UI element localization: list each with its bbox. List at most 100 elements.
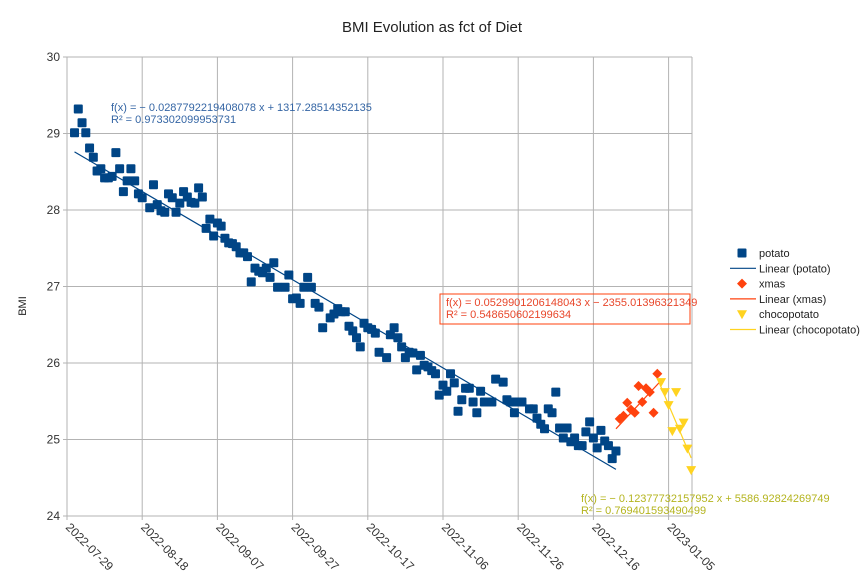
potato-point bbox=[352, 333, 362, 343]
y-tick-label: 30 bbox=[47, 50, 61, 64]
potato-point bbox=[570, 433, 580, 443]
y-tick-label: 25 bbox=[47, 433, 61, 447]
potato-point bbox=[303, 272, 313, 282]
potato-point bbox=[137, 193, 147, 203]
chocopotato-point bbox=[656, 378, 667, 388]
potato-point bbox=[265, 272, 275, 282]
x-tick-label: 2022-11-26 bbox=[514, 520, 567, 573]
chocopotato-point bbox=[667, 427, 678, 437]
potato-point bbox=[209, 231, 219, 241]
chocopotato-point bbox=[686, 466, 697, 476]
potato-point bbox=[540, 424, 550, 434]
legend-label: Linear (chocopotato) bbox=[759, 325, 860, 337]
potato-point bbox=[464, 383, 474, 393]
legend-xmas-diamond-icon bbox=[737, 278, 747, 289]
xmas-point bbox=[633, 380, 644, 391]
potato-point bbox=[374, 347, 384, 357]
legend-chocopotato-triangle-down-icon bbox=[737, 310, 747, 320]
chocopotato-point bbox=[671, 388, 682, 398]
potato-r2: R² = 0.973302099953731 bbox=[111, 114, 236, 126]
potato-point bbox=[472, 408, 482, 418]
potato-point bbox=[122, 176, 132, 186]
chocopotato-r2: R² = 0.769401593490499 bbox=[581, 505, 706, 517]
legend-label: Linear (potato) bbox=[759, 263, 831, 275]
potato-point bbox=[216, 221, 226, 231]
potato-point bbox=[449, 378, 459, 388]
potato-point bbox=[81, 128, 91, 138]
potato-point bbox=[115, 164, 125, 174]
xmas-equation: f(x) = 0.0529901206148043 x − 2355.01396… bbox=[446, 297, 697, 309]
y-tick-label: 28 bbox=[47, 203, 61, 217]
chocopotato-point bbox=[674, 424, 685, 434]
potato-point bbox=[603, 441, 613, 451]
potato-point bbox=[547, 408, 557, 418]
potato-point bbox=[269, 258, 279, 268]
xmas-equation-box bbox=[439, 293, 691, 325]
y-tick-label: 26 bbox=[47, 356, 61, 370]
y-tick-label: 27 bbox=[47, 280, 61, 294]
potato-point bbox=[434, 390, 444, 400]
potato-point bbox=[348, 326, 358, 336]
potato-equation: f(x) = − 0.0287792219408078 x + 1317.285… bbox=[111, 102, 372, 114]
x-tick-label: 2022-10-17 bbox=[364, 520, 418, 574]
chocopotato-point bbox=[659, 388, 670, 398]
potato-point bbox=[118, 187, 128, 197]
xmas-point bbox=[637, 397, 648, 408]
potato-point bbox=[355, 342, 365, 352]
potato-point bbox=[205, 214, 215, 224]
potato-point bbox=[340, 307, 350, 317]
potato-point bbox=[479, 397, 489, 407]
xmas-point bbox=[618, 410, 629, 421]
legend: potato Linear (potato) xmas Linear (xmas) ch… bbox=[730, 248, 860, 337]
potato-point bbox=[528, 404, 538, 414]
x-tick-label: 2022-12-16 bbox=[589, 520, 643, 574]
potato-point bbox=[299, 282, 309, 292]
xmas-r2: R² = 0.548650602199634 bbox=[446, 309, 571, 321]
potato-point bbox=[148, 180, 158, 190]
potato-point bbox=[611, 446, 621, 456]
trend-equations: f(x) = − 0.0287792219408078 x + 1317.285… bbox=[111, 102, 830, 517]
potato-point bbox=[194, 183, 204, 193]
potato-point bbox=[382, 353, 392, 363]
xmas-point bbox=[629, 407, 640, 418]
x-tick-label: 2022-09-27 bbox=[288, 520, 342, 574]
potato-point bbox=[446, 369, 456, 379]
potato-point bbox=[585, 417, 595, 427]
data-points bbox=[70, 104, 697, 476]
chocopotato-equation: f(x) = − 0.12377732157952 x + 5586.92824… bbox=[581, 493, 830, 505]
potato-point bbox=[145, 203, 155, 213]
potato-point bbox=[397, 342, 407, 352]
gridlines bbox=[66, 56, 693, 517]
potato-point bbox=[77, 118, 87, 128]
potato-point bbox=[415, 350, 425, 360]
potato-point bbox=[412, 365, 422, 375]
chocopotato-point bbox=[663, 401, 674, 411]
potato-point bbox=[385, 330, 395, 340]
potato-point bbox=[551, 387, 561, 397]
potato-point bbox=[70, 128, 80, 138]
potato-point bbox=[517, 397, 527, 407]
potato-point bbox=[306, 282, 316, 292]
chart-title: BMI Evolution as fct of Diet bbox=[342, 19, 523, 36]
xmas-point bbox=[648, 407, 659, 418]
trendlines bbox=[74, 151, 692, 470]
potato-point bbox=[389, 323, 399, 333]
y-axis-label: BMI bbox=[17, 296, 29, 316]
y-tick-label: 29 bbox=[47, 127, 61, 141]
potato-point bbox=[509, 408, 519, 418]
x-tick-label: 2022-07-29 bbox=[63, 520, 117, 574]
potato-point bbox=[607, 454, 617, 464]
potato-point bbox=[430, 369, 440, 379]
xmas-point bbox=[622, 397, 633, 408]
potato-point bbox=[167, 193, 177, 203]
potato-point bbox=[555, 423, 565, 433]
potato-point bbox=[107, 171, 117, 181]
x-tick-label: 2022-09-07 bbox=[213, 520, 267, 574]
potato-point bbox=[171, 207, 181, 217]
y-tick-label: 24 bbox=[47, 509, 61, 523]
legend-potato-square-icon bbox=[737, 248, 747, 258]
potato-point bbox=[190, 198, 200, 208]
potato-point bbox=[487, 397, 497, 407]
potato-point bbox=[201, 223, 211, 233]
